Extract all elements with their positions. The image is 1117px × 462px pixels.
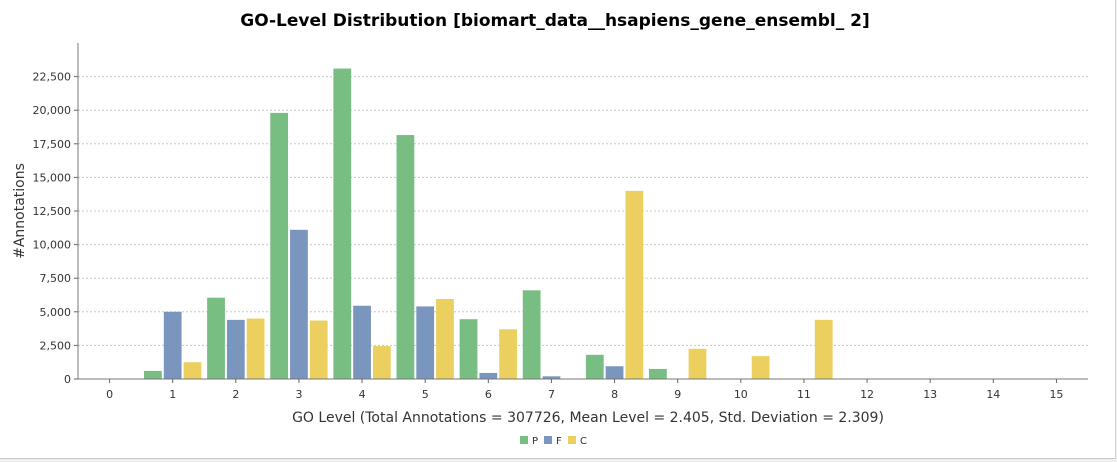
x-tick-label: 12 bbox=[860, 388, 874, 401]
x-tick-label: 0 bbox=[106, 388, 113, 401]
bar-P-7 bbox=[522, 290, 541, 379]
x-tick-label: 7 bbox=[548, 388, 555, 401]
bar-P-3 bbox=[270, 112, 289, 379]
y-tick-label: 22,500 bbox=[33, 71, 72, 84]
bar-C-10 bbox=[751, 356, 770, 379]
gridlines bbox=[78, 76, 1088, 346]
x-tick-label: 13 bbox=[923, 388, 937, 401]
legend-swatch-C bbox=[568, 436, 576, 444]
bar-P-5 bbox=[396, 135, 415, 379]
axes bbox=[74, 43, 1088, 383]
x-tick-label: 10 bbox=[734, 388, 748, 401]
bar-C-1 bbox=[183, 362, 202, 379]
bar-P-9 bbox=[649, 368, 667, 379]
x-tick-label: 9 bbox=[674, 388, 681, 401]
bar-P-8 bbox=[585, 354, 604, 379]
bar-F-2 bbox=[226, 319, 245, 379]
y-axis-label: #Annotations bbox=[12, 163, 28, 259]
y-tick-label: 17,500 bbox=[33, 138, 72, 151]
x-tick-label: 14 bbox=[986, 388, 1000, 401]
y-tick-label: 20,000 bbox=[33, 104, 72, 117]
bar-F-5 bbox=[416, 306, 435, 379]
bar-P-2 bbox=[207, 297, 225, 379]
y-tick-label: 7,500 bbox=[40, 272, 72, 285]
x-tick-label: 8 bbox=[611, 388, 618, 401]
bar-F-4 bbox=[353, 305, 371, 379]
y-tick-labels: 0 2,500 5,000 7,500 10,000 12,500 15,000 17,500… bbox=[33, 71, 72, 386]
bar-C-11 bbox=[814, 319, 833, 379]
bar-C-2 bbox=[246, 318, 265, 379]
y-tick-label: 5,000 bbox=[40, 306, 72, 319]
legend-swatch-F bbox=[544, 436, 552, 444]
x-tick-label: 15 bbox=[1049, 388, 1063, 401]
bar-C-8 bbox=[625, 190, 644, 379]
bar-F-1 bbox=[163, 311, 182, 379]
bar-C-4 bbox=[372, 346, 391, 379]
bar-F-8 bbox=[605, 366, 624, 379]
legend-label-C: C bbox=[580, 436, 587, 447]
chart-title: GO-Level Distribution [biomart_data__hsa… bbox=[240, 11, 870, 31]
x-tick-label: 6 bbox=[485, 388, 492, 401]
bar-C-6 bbox=[499, 329, 517, 379]
x-tick-label: 1 bbox=[169, 388, 176, 401]
legend-label-P: P bbox=[532, 436, 538, 447]
bar-F-3 bbox=[290, 229, 308, 379]
bar-F-6 bbox=[479, 372, 498, 379]
bar-F-7 bbox=[542, 376, 561, 379]
bars bbox=[144, 68, 833, 379]
x-tick-labels: 0 1 2 3 4 5 6 7 8 9 10 11 12 13 14 15 bbox=[106, 388, 1063, 401]
y-tick-label: 15,000 bbox=[33, 171, 72, 184]
x-tick-label: 3 bbox=[295, 388, 302, 401]
y-tick-label: 10,000 bbox=[33, 239, 72, 252]
bar-P-6 bbox=[459, 319, 478, 379]
x-tick-label: 5 bbox=[422, 388, 429, 401]
bar-P-1 bbox=[144, 370, 162, 379]
x-axis-label: GO Level (Total Annotations = 307726, Me… bbox=[292, 410, 884, 426]
legend-label-F: F bbox=[556, 436, 562, 447]
x-tick-label: 4 bbox=[359, 388, 366, 401]
bar-C-3 bbox=[309, 320, 328, 379]
y-tick-label: 12,500 bbox=[33, 205, 72, 218]
x-tick-label: 2 bbox=[232, 388, 239, 401]
y-tick-label: 2,500 bbox=[40, 339, 72, 352]
x-tick-label: 11 bbox=[797, 388, 811, 401]
bar-C-9 bbox=[688, 348, 707, 379]
y-tick-label: 0 bbox=[64, 373, 71, 386]
legend-swatch-P bbox=[520, 436, 528, 444]
bar-C-5 bbox=[436, 299, 454, 379]
bar-P-4 bbox=[333, 68, 352, 379]
